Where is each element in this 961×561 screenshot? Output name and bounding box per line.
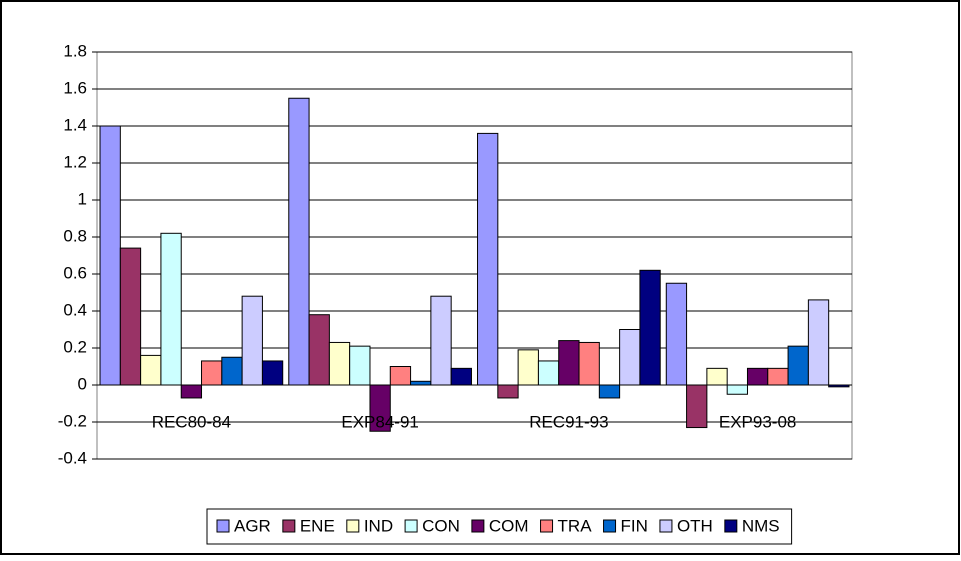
y-tick-label: 1: [78, 189, 87, 208]
bar: [517, 349, 539, 386]
legend-label: ENE: [300, 516, 335, 535]
bar: [201, 360, 223, 386]
bar: [119, 247, 142, 386]
x-tick-label: REC80-84: [152, 412, 231, 431]
x-tick-label: REC91-93: [529, 412, 608, 431]
bar: [558, 340, 580, 386]
bar: [686, 384, 708, 429]
x-tick-label: EXP84-91: [341, 412, 419, 431]
bar: [328, 341, 351, 386]
y-tick-label: 0.8: [63, 226, 87, 245]
bar: [430, 295, 452, 386]
bar: [787, 345, 809, 386]
y-tick-label: 0.6: [63, 263, 87, 282]
bar: [308, 314, 330, 386]
bar: [349, 345, 371, 386]
bar: [261, 360, 284, 386]
legend-box: [206, 508, 793, 545]
legend-label: COM: [489, 516, 529, 535]
y-tick-label: -0.2: [58, 411, 87, 430]
legend-label: AGR: [234, 516, 271, 535]
bar: [288, 97, 310, 386]
legend-label: CON: [422, 516, 460, 535]
y-tick-label: 0: [78, 374, 87, 393]
x-tick-label: EXP93-08: [719, 412, 797, 431]
legend-label: FIN: [621, 516, 648, 535]
legend-label: NMS: [742, 516, 780, 535]
bar: [598, 384, 621, 399]
legend-swatch: [346, 519, 360, 533]
bar: [450, 367, 472, 386]
bar: [639, 269, 661, 386]
legend-label: IND: [364, 516, 393, 535]
bar: [477, 132, 499, 386]
legend-label: OTH: [677, 516, 713, 535]
bar: [497, 384, 519, 399]
bar: [665, 282, 688, 386]
legend-swatch: [471, 519, 485, 533]
bar: [578, 341, 600, 386]
legend-swatch: [282, 519, 296, 533]
bar: [537, 360, 560, 386]
bar: [99, 125, 121, 386]
bar: [180, 384, 203, 399]
bar: [160, 232, 182, 386]
y-tick-label: 1.2: [63, 152, 87, 171]
bar: [410, 380, 432, 386]
y-tick-label: 0.4: [63, 300, 87, 319]
y-tick-label: 1.4: [63, 115, 87, 134]
y-tick-label: 0.2: [63, 337, 87, 356]
y-tick-label: 1.6: [63, 78, 87, 97]
bar: [241, 295, 263, 386]
y-tick-label: -0.4: [58, 448, 87, 467]
bar: [746, 367, 769, 386]
y-tick-label: 1.8: [63, 41, 87, 60]
bar: [807, 299, 830, 386]
bar: [221, 356, 243, 386]
bar: [726, 384, 748, 395]
bar: [140, 354, 162, 386]
legend-swatch: [216, 519, 230, 533]
legend-swatch: [603, 519, 617, 533]
bar: [389, 366, 412, 386]
legend-swatch: [540, 519, 554, 533]
legend-label: TRA: [558, 516, 593, 535]
legend-swatch: [659, 519, 673, 533]
plot-area: [96, 51, 853, 460]
bar: [767, 367, 789, 386]
legend-swatch: [724, 519, 738, 533]
bar: [619, 329, 641, 386]
bar: [706, 367, 728, 386]
legend-swatch: [404, 519, 418, 533]
